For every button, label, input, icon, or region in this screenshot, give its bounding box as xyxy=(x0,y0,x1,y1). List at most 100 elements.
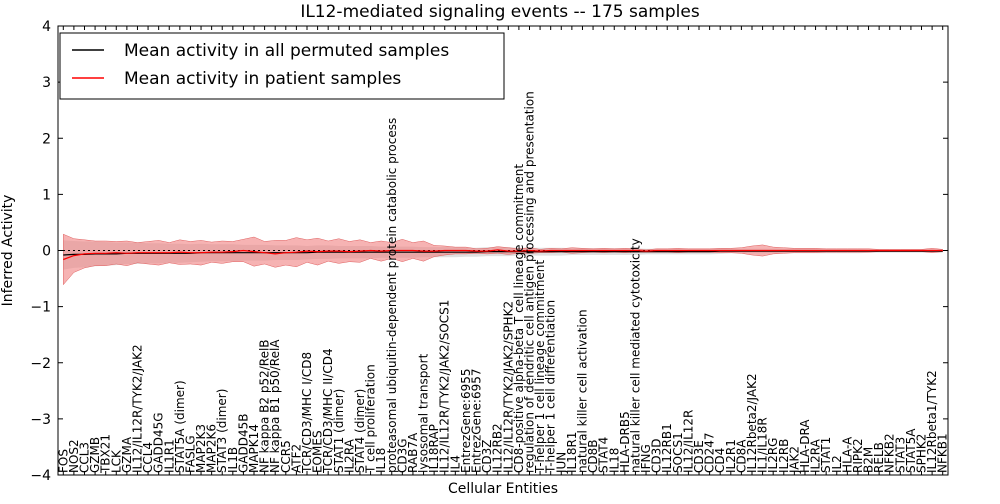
x-tick-label: IL12/IL12R/TYK2/JAK2 xyxy=(131,344,145,473)
x-tick-label: CCR5 xyxy=(279,440,293,473)
x-tick-label: IL1B xyxy=(226,447,240,473)
x-tick-label: LCK xyxy=(109,449,123,473)
patient-mean-line xyxy=(63,249,943,261)
y-axis: −4 −3 −2 −1 0 1 2 3 4 xyxy=(30,19,948,484)
x-tick-label: EOMES xyxy=(311,430,325,473)
legend-label-patient: Mean activity in patient samples xyxy=(124,69,401,89)
x-tick-label: IL2 xyxy=(830,455,844,473)
x-tick-label: IL12/IL12R/TYK2/JAK2/SPHK2 xyxy=(501,301,515,473)
x-tick-label: CD3E xyxy=(692,440,706,473)
x-tick-label: IL12/IL12R/TYK2/JAK2/SOCS1 xyxy=(438,300,452,473)
x-tick-label: HLA-DRA xyxy=(798,419,812,473)
x-tick-label: IL2RG xyxy=(766,438,780,474)
x-tick-label: NFKB2 xyxy=(883,433,897,473)
y-axis-label: Inferred Activity xyxy=(0,195,16,307)
x-tick-label: CCL3 xyxy=(78,442,92,473)
x-tick-label: STAT3 xyxy=(893,437,907,473)
x-tick-label: IL12/IL12R xyxy=(681,410,695,473)
x-tick-label: JAK2 xyxy=(787,446,801,474)
y-tick-label: −2 xyxy=(30,356,51,372)
x-tick-label: NF kappa B2 p52/RelB xyxy=(258,339,272,473)
x-tick-label: CD247 xyxy=(703,432,717,473)
x-tick-label: GZMA xyxy=(120,436,134,473)
x-tick-label: MAPK14 xyxy=(247,424,261,473)
y-tick-label: 3 xyxy=(42,75,51,91)
x-tick-label: IL2RA xyxy=(809,438,823,473)
x-tick-label: IL1R1 xyxy=(162,439,176,473)
y-tick-label: −1 xyxy=(30,300,51,316)
y-tick-label: −3 xyxy=(30,412,51,428)
x-tick-label: STAT4 xyxy=(597,437,611,473)
x-tick-label: IL12RB1 xyxy=(660,423,674,473)
x-tick-label: B2M xyxy=(862,447,876,473)
x-tick-label: STAT3 (dimer) xyxy=(215,389,229,473)
x-tick-label: RELB xyxy=(872,442,886,473)
y-tick-label: 2 xyxy=(42,131,51,147)
x-tick-label: SOCS1 xyxy=(671,432,685,473)
y-tick-label: 4 xyxy=(42,19,51,35)
x-tick-label: HLA-DRB5 xyxy=(618,411,632,473)
x-tick-label: CD3G xyxy=(395,438,409,473)
x-tick-label: CD3D xyxy=(650,438,664,473)
x-tick-label: TCR/CD3/MHC II/CD4 xyxy=(321,348,335,474)
x-tick-label: MAP2K6 xyxy=(205,424,219,473)
x-tick-label: T cell proliferation xyxy=(364,364,378,474)
x-tick-label: GADD45B xyxy=(236,413,250,473)
x-tick-label: STAT1 xyxy=(819,437,833,473)
x-tick-label: IL18 xyxy=(374,448,388,474)
x-tick-label: STAT1 (dimer) xyxy=(332,389,346,473)
x-tick-label: natural killer cell activation xyxy=(576,309,590,473)
x-tick-label: CCL4 xyxy=(141,442,155,473)
legend-box xyxy=(59,32,505,100)
y-tick-label: 0 xyxy=(42,244,51,260)
x-tick-label: T-helper 1 cell differentiation xyxy=(544,300,558,474)
x-tick-label: RAB7A xyxy=(406,432,420,473)
x-tick-label: STAT5A (dimer) xyxy=(173,380,187,473)
x-tick-label: NFKB1 xyxy=(936,433,950,473)
x-tick-label: TBX21 xyxy=(99,434,113,474)
x-tick-label: NOS2 xyxy=(67,439,81,473)
x-tick-label: FOS xyxy=(56,449,70,473)
y-tick-label: −4 xyxy=(30,468,51,484)
x-tick-label: CD3Z xyxy=(480,440,494,473)
x-tick-label: MAP2K3 xyxy=(194,424,208,473)
x-tick-label: TCR/CD3/MHC I/CD8 xyxy=(300,352,314,474)
patient-band xyxy=(63,233,943,286)
x-tick-label: IL4 xyxy=(448,455,462,473)
x-tick-label: ATF2 xyxy=(289,444,303,473)
x-tick-label: GZMB xyxy=(88,437,102,473)
x-tick-label: IL2RA xyxy=(342,438,356,473)
x-tick-label: EntrezGene:6955 xyxy=(459,368,473,472)
x-tick-label: IL18 xyxy=(607,448,621,474)
bands xyxy=(63,233,943,286)
x-tick-label: IL12RB2 xyxy=(491,423,505,473)
x-tick-label: IL18RAP xyxy=(427,424,441,473)
chart-title: IL12-mediated signaling events -- 175 sa… xyxy=(300,2,700,22)
x-tick-label: IL2R1 xyxy=(724,439,738,473)
series-lines xyxy=(63,249,943,261)
x-tick-label: GADD45G xyxy=(152,412,166,473)
x-tick-label: IL18R1 xyxy=(565,432,579,473)
x-tick-label: proteasomal ubiquitin-dependent protein … xyxy=(385,118,399,473)
x-tick-label: FASLG xyxy=(183,435,197,473)
x-axis-label: Cellular Entities xyxy=(448,481,558,497)
x-tick-label: EntrezGene:6957 xyxy=(470,368,484,473)
x-tick-label: IL12Rbeta2/JAK2 xyxy=(745,373,759,473)
x-tick-label: STAT5A xyxy=(904,428,918,473)
x-tick-label: IL2RB xyxy=(777,439,791,473)
x-tick-label: T-helper 1 cell lineage commitment xyxy=(533,260,547,474)
y-tick-label: 1 xyxy=(42,187,51,203)
x-tick-label: IFNG xyxy=(639,444,653,473)
x-axis: FOSNOS2CCL3GZMBTBX21LCKGZMAIL12/IL12R/TY… xyxy=(56,26,950,475)
x-tick-label: IL12Rbeta1/TYK2 xyxy=(925,370,939,473)
x-tick-label: HLA-A xyxy=(840,436,854,473)
x-tick-label: regulation of dendritic cell antigen pro… xyxy=(523,91,537,473)
x-tick-label: natural killer cell mediated cytotoxicit… xyxy=(628,238,642,473)
legend-label-permuted: Mean activity in all permuted samples xyxy=(124,41,449,61)
x-tick-label: JUN xyxy=(554,452,568,474)
x-tick-label: RIPK2 xyxy=(851,438,865,473)
x-tick-label: CD4 xyxy=(713,448,727,473)
x-tick-label: STAT4 (dimer) xyxy=(353,389,367,473)
x-tick-label: SPHK2 xyxy=(915,434,929,473)
